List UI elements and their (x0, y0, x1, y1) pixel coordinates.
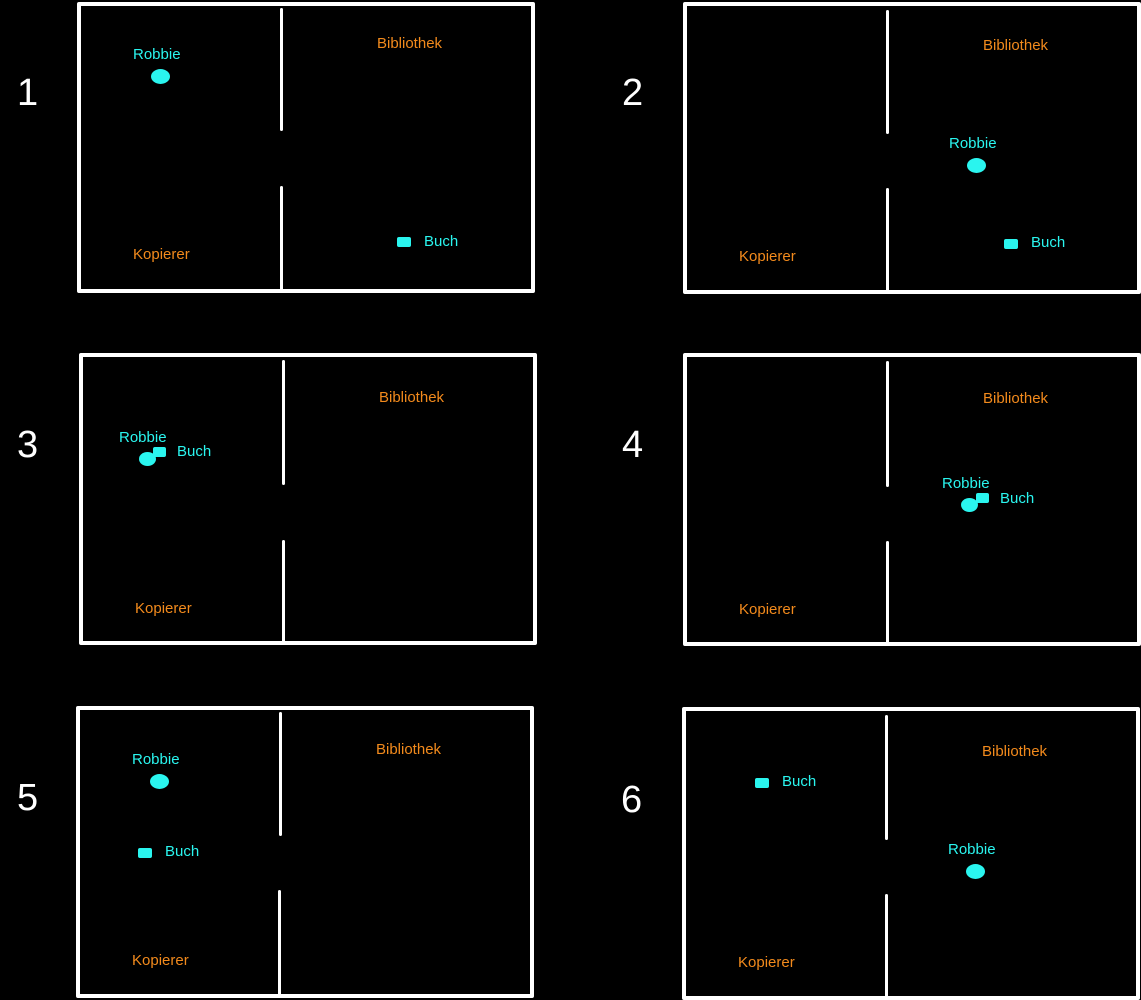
book-icon (397, 237, 411, 247)
partition-wall-upper (282, 360, 285, 485)
partition-wall-upper (280, 8, 283, 131)
floor-plan: Bibliothek Kopierer Buch Robbie (682, 707, 1140, 1000)
robot-icon (139, 452, 156, 466)
panel-number: 4 (622, 424, 644, 466)
book-label: Buch (165, 843, 200, 860)
book-icon (755, 778, 769, 788)
partition-wall-lower (282, 540, 285, 644)
robot-label: Robbie (133, 46, 181, 63)
robot-label: Robbie (948, 841, 996, 858)
panel-number: 5 (17, 777, 39, 819)
partition-wall-upper (886, 361, 889, 487)
library-label: Bibliothek (983, 390, 1049, 407)
partition-wall-upper (885, 715, 888, 840)
robot-icon (151, 69, 170, 84)
floor-plan: Bibliothek Kopierer Robbie Buch (683, 2, 1141, 294)
copier-label: Kopierer (739, 601, 796, 618)
robot-label: Robbie (119, 429, 167, 446)
partition-wall-lower (886, 188, 889, 294)
partition-wall-lower (885, 894, 888, 999)
copier-label: Kopierer (132, 952, 189, 969)
library-label: Bibliothek (377, 35, 443, 52)
panel-number: 6 (621, 779, 643, 821)
partition-wall-upper (886, 10, 889, 134)
library-label: Bibliothek (983, 37, 1049, 54)
panel-number: 3 (17, 424, 39, 466)
book-label: Buch (1031, 234, 1066, 251)
panel-number: 1 (17, 72, 39, 114)
robot-icon (150, 774, 169, 789)
partition-wall-lower (886, 541, 889, 646)
book-icon (976, 493, 989, 503)
partition-wall-lower (280, 186, 283, 291)
copier-label: Kopierer (133, 246, 190, 263)
panel-number: 2 (622, 72, 644, 114)
book-icon (153, 447, 166, 457)
book-label: Buch (782, 773, 817, 790)
copier-label: Kopierer (738, 954, 795, 971)
robot-icon (967, 158, 986, 173)
floor-plan: Bibliothek Kopierer Robbie Buch (76, 706, 534, 998)
robot-label: Robbie (132, 751, 180, 768)
copier-label: Kopierer (739, 248, 796, 265)
robot-icon (966, 864, 985, 879)
copier-label: Kopierer (135, 600, 192, 617)
floor-plan: Bibliothek Kopierer Robbie Buch (683, 353, 1141, 646)
library-label: Bibliothek (982, 743, 1048, 760)
partition-wall-upper (279, 712, 282, 836)
book-icon (138, 848, 152, 858)
robot-icon (961, 498, 978, 512)
book-icon (1004, 239, 1018, 249)
book-label: Buch (1000, 490, 1035, 507)
library-label: Bibliothek (379, 389, 445, 406)
floor-plan: Bibliothek Kopierer Robbie Buch (79, 353, 537, 645)
partition-wall-lower (278, 890, 281, 996)
book-label: Buch (424, 233, 459, 250)
robot-label: Robbie (942, 475, 990, 492)
floor-plan: Bibliothek Kopierer Robbie Buch (77, 2, 535, 293)
book-label: Buch (177, 443, 212, 460)
robot-label: Robbie (949, 135, 997, 152)
library-label: Bibliothek (376, 741, 442, 758)
